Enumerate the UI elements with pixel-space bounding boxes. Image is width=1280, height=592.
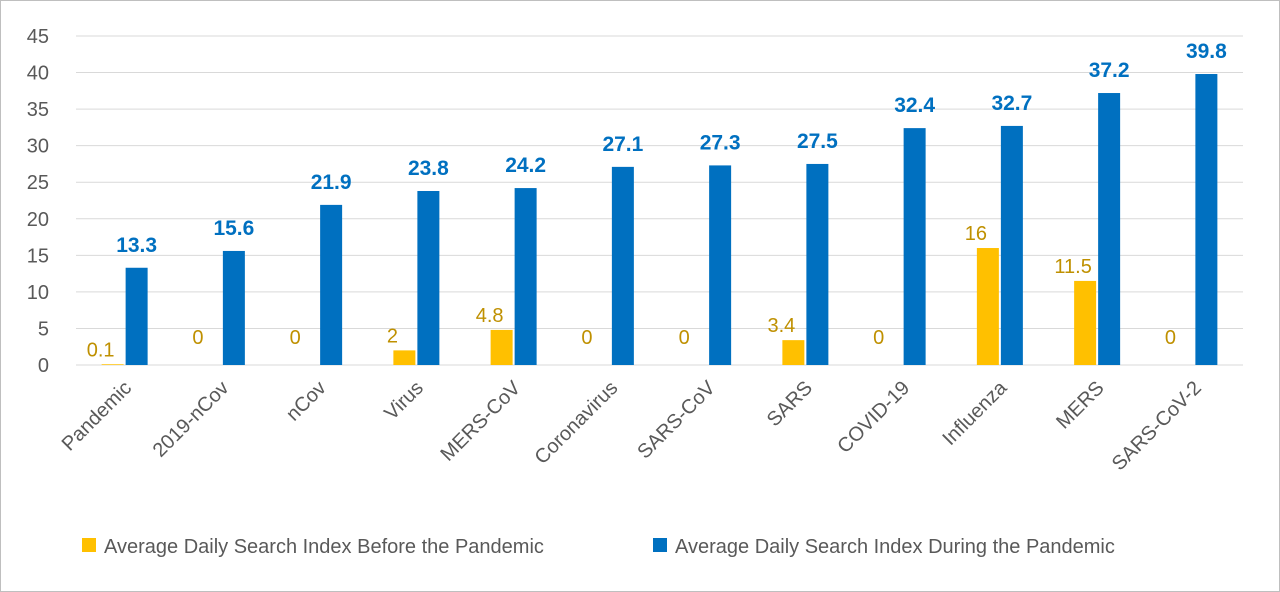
legend-label-during: Average Daily Search Index During the Pa… (675, 536, 1115, 558)
bar-before (782, 340, 805, 365)
y-tick-label: 35 (27, 99, 49, 121)
y-tick-label: 20 (27, 209, 49, 231)
bar-during (806, 163, 829, 365)
data-label-during: 27.1 (602, 133, 643, 156)
bar-during (1098, 93, 1121, 365)
data-label-before: 11.5 (1054, 256, 1091, 278)
data-label-during: 32.7 (991, 92, 1032, 115)
x-tick-label: SARS-CoV (633, 377, 720, 464)
y-tick-label: 25 (27, 172, 49, 194)
data-label-during: 13.3 (116, 234, 157, 257)
bar-before (976, 248, 999, 365)
data-label-before: 0 (290, 327, 301, 349)
y-tick-label: 10 (27, 282, 49, 304)
data-label-during: 23.8 (408, 157, 449, 180)
x-tick-label: Pandemic (58, 377, 136, 455)
y-tick-label: 0 (38, 355, 49, 377)
y-tick-label: 5 (38, 318, 49, 340)
legend-label-before: Average Daily Search Index Before the Pa… (104, 536, 544, 558)
data-label-before: 0 (192, 327, 203, 349)
bar-during (125, 267, 148, 365)
x-tick-label: MERS (1052, 377, 1108, 433)
x-tick-label: 2019-nCov (149, 377, 234, 462)
data-label-during: 39.8 (1186, 40, 1227, 63)
data-label-before: 3.4 (767, 315, 795, 337)
data-label-during: 24.2 (505, 154, 546, 177)
data-label-during: 32.4 (894, 94, 935, 117)
x-tick-label: Coronavirus (531, 377, 623, 469)
x-tick-label: nCov (282, 377, 331, 426)
data-label-before: 2 (387, 325, 398, 347)
y-tick-label: 15 (27, 245, 49, 267)
data-label-during: 15.6 (213, 217, 254, 240)
bar-during (903, 128, 926, 365)
data-label-before: 4.8 (476, 305, 504, 327)
data-label-during: 27.5 (797, 130, 838, 153)
x-tick-label: SARS-CoV-2 (1108, 377, 1206, 475)
bar-during (611, 166, 634, 365)
legend-swatch-during (653, 538, 667, 552)
x-tick-label: COVID-19 (833, 377, 914, 458)
bar-before (1074, 280, 1097, 365)
data-label-before: 16 (965, 223, 987, 245)
y-axis: 0 5 10 15 20 25 30 35 40 45 (27, 26, 49, 377)
legend-swatch-before (82, 538, 96, 552)
legend: Average Daily Search Index Before the Pa… (82, 536, 1115, 558)
bar-during (222, 250, 245, 365)
x-tick-label: Virus (380, 377, 428, 425)
data-label-during: 21.9 (311, 171, 352, 194)
data-label-before: 0 (679, 327, 690, 349)
bar-during (417, 190, 440, 365)
data-label-before: 0 (873, 327, 884, 349)
bar-before (393, 350, 416, 365)
x-tick-label: MERS-CoV (437, 377, 526, 466)
bar-during (1000, 125, 1023, 365)
data-labels: 0.1 13.3 0 15.6 0 21.9 2 23.8 4.8 24.2 0 27.1 0 27.3 3… (87, 40, 1227, 361)
bar-before (490, 329, 513, 365)
y-tick-label: 30 (27, 136, 49, 158)
bar-during (320, 204, 343, 365)
bar-during (514, 188, 537, 365)
x-axis: Pandemic 2019-nCov nCov Virus MERS-CoV Corona… (58, 376, 1206, 475)
x-tick-label: Influenza (938, 376, 1012, 450)
data-label-before: 0 (581, 327, 592, 349)
bar-during (709, 165, 732, 365)
x-tick-label: SARS (763, 377, 817, 431)
bar-before (101, 364, 124, 365)
data-label-before: 0.1 (87, 339, 115, 361)
gridlines (76, 35, 1243, 366)
data-label-during: 37.2 (1089, 59, 1130, 82)
y-tick-label: 40 (27, 63, 49, 85)
bars (101, 74, 1218, 366)
data-label-during: 27.3 (700, 131, 741, 154)
data-label-before: 0 (1165, 327, 1176, 349)
y-tick-label: 45 (27, 26, 49, 48)
bar-during (1195, 74, 1218, 366)
